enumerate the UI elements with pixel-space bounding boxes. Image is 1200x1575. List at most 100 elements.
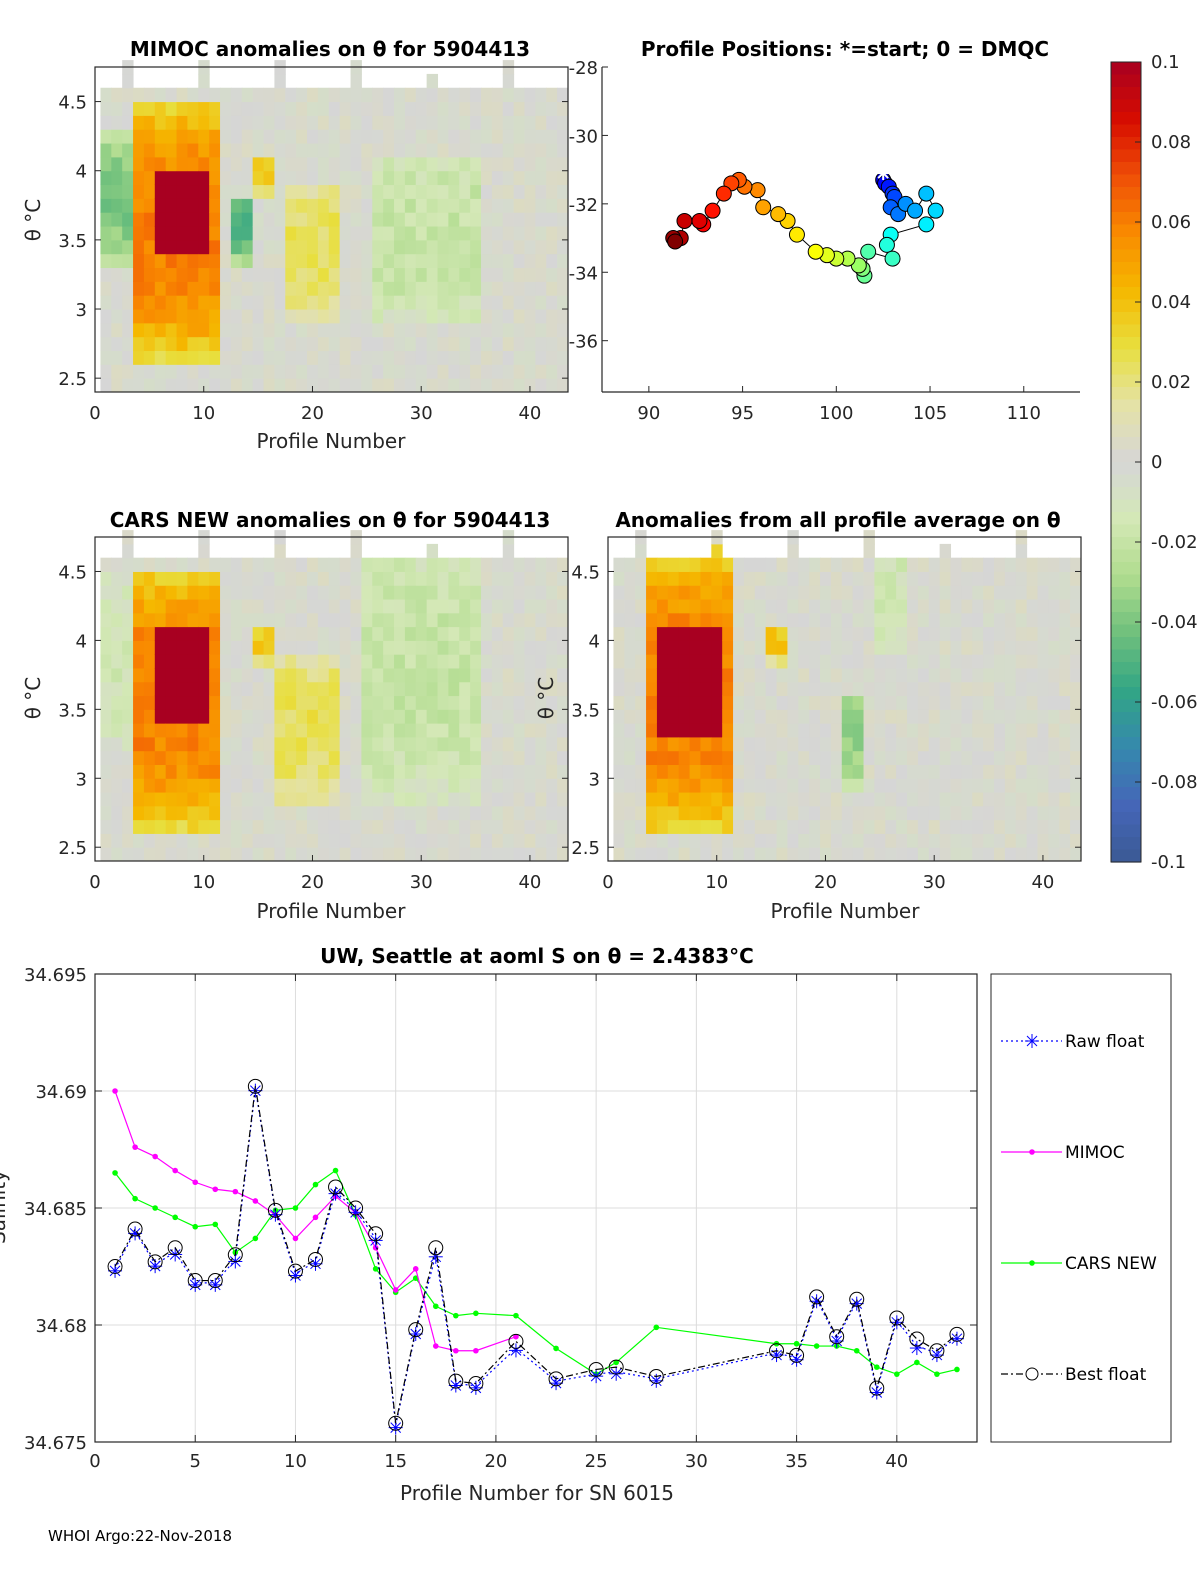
heatmap-cell	[252, 212, 265, 227]
heatmap-cell	[809, 681, 821, 697]
heatmap-cell	[765, 640, 778, 655]
heatmap-cell	[535, 736, 547, 752]
mimoc-y-ticks: 2.533.544.5	[58, 93, 568, 390]
heatmap-cell	[917, 585, 930, 600]
colorbar-band	[1111, 699, 1141, 713]
heatmap-cell	[122, 833, 134, 848]
heatmap-cell	[491, 350, 504, 365]
heatmap-cell	[230, 350, 243, 365]
heatmap-cell	[961, 681, 973, 697]
heatmap-cell	[415, 129, 428, 144]
heatmap-cell	[820, 723, 832, 738]
legend-label: Best float	[1065, 1365, 1147, 1385]
heatmap-cell	[350, 695, 362, 710]
heatmap-cell	[1070, 805, 1082, 821]
heatmap-cell	[133, 792, 145, 807]
colorbar-band	[1111, 624, 1141, 638]
heatmap-cell	[820, 695, 832, 710]
heatmap-cell	[307, 212, 319, 227]
heatmap-cell	[513, 723, 526, 738]
heatmap-cell	[241, 695, 254, 710]
heatmap-cell	[383, 115, 395, 130]
heatmap-cell	[513, 295, 526, 310]
heatmap-cell	[798, 709, 810, 724]
heatmap-cell	[491, 198, 504, 213]
heatmap-cell	[404, 281, 417, 296]
heatmap-cell	[491, 792, 504, 807]
heatmap-cell	[394, 654, 406, 669]
star-stroke	[209, 1279, 221, 1291]
heatmap-cell	[557, 170, 569, 186]
heatmap-cell	[983, 778, 995, 793]
heatmap-cell	[361, 281, 373, 296]
y-tick-label: 2.5	[58, 369, 87, 390]
heatmap-cell	[852, 681, 865, 697]
heatmap-cell	[252, 198, 265, 213]
heatmap-cell	[1015, 681, 1028, 697]
heatmap-cell	[383, 640, 395, 655]
heatmap-cell	[122, 309, 134, 324]
heatmap-cell	[328, 226, 341, 241]
heatmap-cell	[252, 309, 265, 324]
heatmap-cell	[928, 654, 941, 669]
heatmap-cell	[624, 750, 636, 765]
colorbar-band	[1111, 599, 1141, 613]
colorbar-band	[1111, 249, 1141, 263]
heatmap-cell	[350, 212, 362, 227]
heatmap-cell	[754, 585, 767, 600]
heatmap-cell	[689, 654, 701, 669]
heatmap-cell	[613, 681, 625, 697]
heatmap-cell	[711, 585, 723, 600]
heatmap-cell	[557, 350, 569, 365]
heatmap-cell	[1037, 695, 1049, 710]
heatmap-cell	[722, 736, 734, 752]
x-tick-label: 10	[284, 1451, 307, 1472]
heatmap-cell	[624, 723, 636, 738]
heatmap-cell	[907, 847, 919, 862]
heatmap-cell	[198, 101, 210, 116]
heatmap-cell	[852, 847, 865, 862]
heatmap-cell	[765, 764, 778, 779]
heatmap-cell	[100, 847, 112, 862]
heatmap-cell	[722, 667, 734, 683]
heatmap-cell	[787, 819, 799, 834]
heatmap-cell	[350, 115, 362, 130]
heatmap-cell	[635, 819, 647, 834]
heatmap-cell	[187, 557, 199, 572]
heatmap-cell	[252, 778, 265, 793]
heatmap-cell	[950, 792, 962, 807]
heatmap-cell	[459, 378, 471, 393]
heatmap-cell	[448, 184, 460, 199]
heatmap-cell	[404, 833, 417, 848]
heatmap-cell	[285, 640, 297, 655]
heatmap-cell	[122, 792, 134, 807]
heatmap-cell	[165, 115, 178, 130]
heatmap-cell	[874, 585, 886, 600]
heatmap-cell	[437, 198, 449, 213]
heatmap-cell	[230, 819, 243, 834]
heatmap-cell	[513, 378, 526, 393]
colorbar-band	[1111, 812, 1141, 826]
heatmap-cell	[1059, 695, 1071, 710]
colorbar-band	[1111, 399, 1141, 413]
heatmap-cell	[274, 350, 286, 365]
heatmap-cell	[100, 626, 112, 641]
heatmap-cell	[939, 750, 952, 765]
heatmap-cell	[524, 170, 536, 186]
heatmap-cell	[372, 599, 384, 614]
heatmap-cell	[176, 226, 188, 241]
heatmap-cell	[459, 281, 471, 296]
heatmap-cell	[230, 709, 243, 724]
heatmap-cell	[1004, 778, 1017, 793]
heatmap-cell	[722, 833, 734, 848]
heatmap-cell	[187, 364, 199, 379]
heatmap-cell	[263, 378, 275, 393]
heatmap-cell	[1026, 819, 1039, 834]
heatmap-cell	[296, 295, 308, 310]
heatmap-cell	[885, 585, 897, 600]
heatmap-cell	[339, 847, 352, 862]
heatmap-cell	[317, 322, 330, 338]
heatmap-cell	[852, 626, 865, 641]
heatmap-cell	[415, 226, 428, 241]
heatmap-cell	[939, 847, 952, 862]
